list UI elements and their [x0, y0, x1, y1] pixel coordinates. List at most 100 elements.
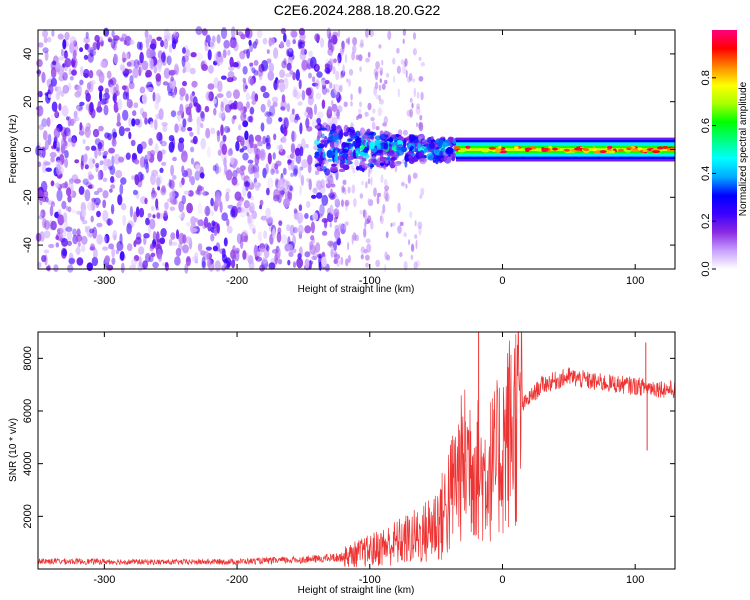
heatmap-cell — [195, 164, 201, 172]
heatmap-cell — [249, 141, 254, 149]
heatmap-cell — [304, 251, 311, 258]
heatmap-cell — [177, 123, 184, 132]
heatmap-cell — [291, 130, 295, 143]
heatmap-cell — [98, 85, 104, 92]
heatmap-cell — [264, 111, 272, 118]
heatmap-cell — [71, 137, 76, 148]
heatmap-cell — [42, 47, 49, 54]
heatmap-cell — [47, 36, 52, 43]
heatmap-cell — [334, 90, 340, 99]
heatmap-cell — [320, 37, 325, 48]
heatmap-cell — [367, 102, 372, 111]
heatmap-cell — [189, 176, 194, 183]
heatmap-cell — [355, 54, 360, 61]
heatmap-cell — [176, 110, 182, 116]
heatmap-cell — [353, 198, 357, 208]
heatmap-cell — [420, 91, 424, 101]
heatmap-cell — [374, 81, 379, 90]
heatmap-cell — [289, 185, 293, 192]
heatmap-cell — [191, 255, 199, 263]
heatmap-cell — [341, 141, 347, 149]
heatmap-cell — [223, 258, 229, 264]
heatmap-cell — [226, 77, 234, 83]
heatmap-cell — [87, 52, 94, 63]
heatmap-cell — [261, 59, 269, 72]
heatmap-cell — [96, 234, 103, 245]
y-tick-label: 0 — [22, 146, 34, 152]
heatmap-cell — [333, 251, 338, 258]
heatmap-cell — [351, 51, 355, 61]
heatmap-cell — [221, 143, 228, 156]
heatmap-cell — [84, 225, 88, 233]
heatmap-cell — [399, 252, 403, 258]
heatmap-cell — [148, 137, 153, 146]
heatmap-cell — [84, 124, 90, 133]
heatmap-cell — [156, 36, 162, 41]
heatmap-cell — [231, 26, 236, 38]
heatmap-cell — [305, 117, 310, 129]
heatmap-cell — [607, 145, 613, 149]
heatmap-cell — [413, 87, 416, 98]
heatmap-cell — [133, 102, 139, 109]
heatmap-cell — [197, 219, 204, 227]
heatmap-cell — [283, 33, 287, 43]
heatmap-cell — [365, 238, 371, 244]
heatmap-cell — [62, 84, 70, 94]
heatmap-cell — [124, 127, 131, 132]
heatmap-cell — [158, 253, 163, 263]
heatmap-cell — [238, 200, 243, 206]
heatmap-cell — [287, 243, 294, 252]
heatmap-cell — [174, 256, 181, 266]
heatmap-cell — [417, 221, 423, 230]
heatmap-cell — [35, 232, 42, 242]
heatmap-cell — [365, 254, 370, 261]
heatmap-cell — [396, 47, 400, 54]
heatmap-cell — [409, 145, 414, 151]
heatmap-cell — [394, 146, 403, 151]
heatmap-cell — [64, 158, 69, 169]
heatmap-cell — [370, 176, 373, 186]
heatmap-cell — [279, 69, 286, 78]
heatmap-cell — [76, 245, 81, 256]
heatmap-cell — [201, 28, 208, 36]
heatmap-cell — [272, 152, 276, 160]
heatmap-cell — [359, 66, 362, 72]
heatmap-cell — [253, 59, 259, 66]
heatmap-cell — [378, 44, 382, 49]
heatmap-cell — [63, 220, 69, 232]
heatmap-cell — [283, 117, 289, 130]
heatmap-cell — [331, 123, 337, 132]
heatmap-cell — [362, 157, 367, 162]
heatmap-cell — [375, 259, 381, 268]
heatmap-cell — [278, 117, 283, 123]
spectrogram-x-ticks: -300 -200 -100 0 100 — [93, 30, 644, 287]
heatmap-cell — [142, 111, 148, 119]
heatmap-cell — [128, 117, 133, 127]
heatmap-cell — [46, 117, 51, 127]
heatmap-cell — [185, 236, 192, 245]
heatmap-cell — [325, 124, 331, 132]
heatmap-cell — [294, 91, 301, 100]
heatmap-cell — [397, 225, 402, 234]
heatmap-cell — [254, 134, 262, 142]
heatmap-cell — [60, 182, 68, 189]
heatmap-cell — [342, 164, 350, 171]
heatmap-cell — [59, 228, 67, 239]
heatmap-cell — [283, 197, 290, 209]
heatmap-cell — [115, 83, 119, 93]
heatmap-cell — [327, 240, 334, 247]
heatmap-cell — [212, 98, 217, 104]
heatmap-cell — [265, 207, 271, 218]
heatmap-cell — [345, 258, 349, 267]
heatmap-cell — [327, 39, 333, 50]
heatmap-cell — [134, 174, 140, 186]
heatmap-cell — [383, 116, 388, 125]
heatmap-cell — [85, 92, 91, 103]
heatmap-cell — [213, 60, 218, 66]
heatmap-cell — [82, 219, 88, 225]
heatmap-cell — [218, 112, 223, 119]
heatmap-cell — [339, 48, 344, 56]
heatmap-cell — [66, 142, 73, 147]
heatmap-cell — [382, 204, 386, 214]
heatmap-cell — [200, 111, 206, 122]
